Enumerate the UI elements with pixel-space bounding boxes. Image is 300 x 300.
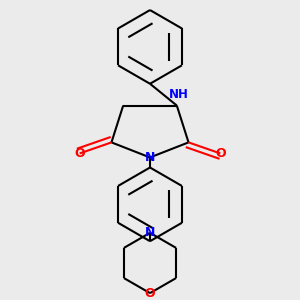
Text: O: O: [145, 286, 155, 300]
Text: NH: NH: [169, 88, 188, 101]
Text: N: N: [145, 151, 155, 164]
Text: O: O: [215, 147, 226, 160]
Text: O: O: [74, 147, 85, 160]
Text: N: N: [145, 226, 155, 239]
